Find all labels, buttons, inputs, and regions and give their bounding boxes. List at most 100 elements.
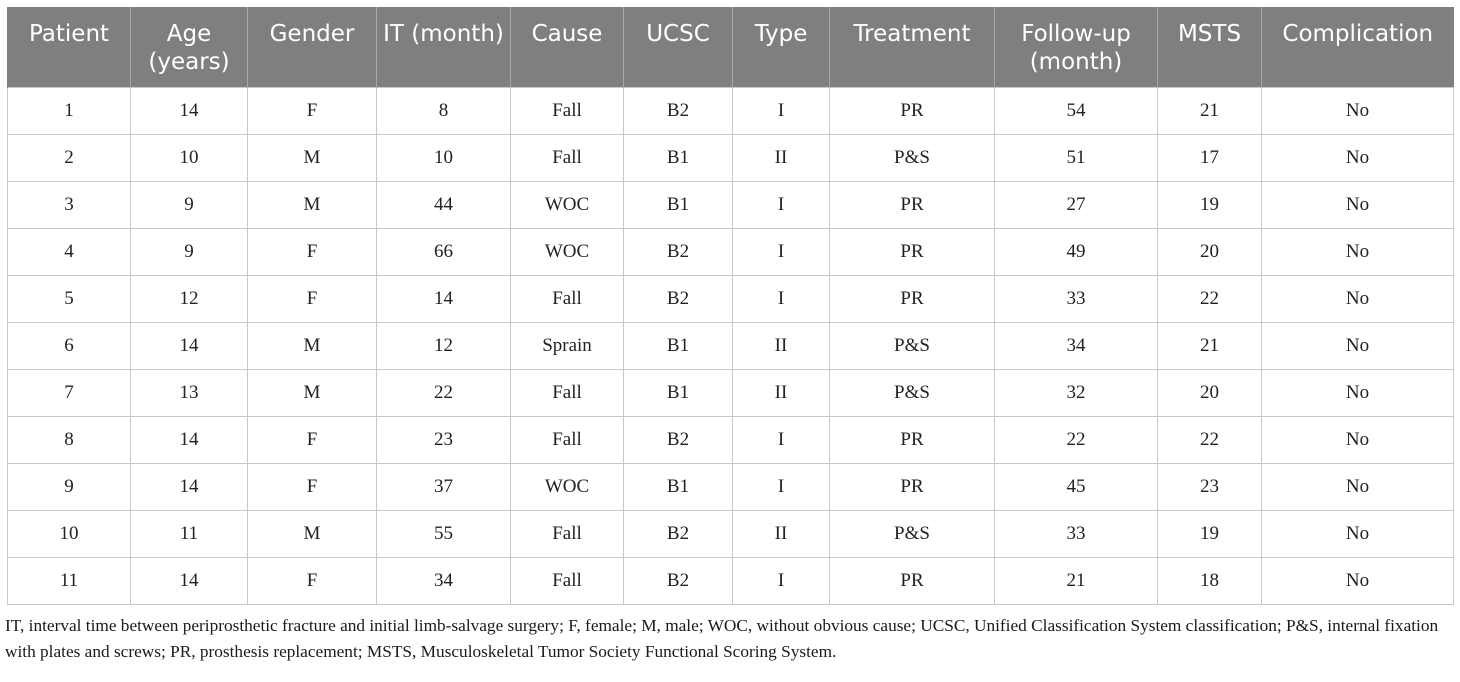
cell-it: 55 <box>376 509 511 558</box>
cell-age: 9 <box>130 180 248 229</box>
cell-patient: 8 <box>7 415 131 464</box>
cell-treatment: P&S <box>829 509 995 558</box>
cell-it: 8 <box>376 86 511 135</box>
cell-patient: 3 <box>7 180 131 229</box>
cell-follow-up: 51 <box>994 133 1158 182</box>
table-row: 2 10 M 10 Fall B1 II P&S 51 17 No <box>7 133 1454 182</box>
cell-age: 9 <box>130 227 248 276</box>
patient-data-table: Patient Age (years) Gender IT (month) Ca… <box>7 7 1454 605</box>
cell-treatment: P&S <box>829 368 995 417</box>
table-row: 4 9 F 66 WOC B2 I PR 49 20 No <box>7 227 1454 276</box>
cell-follow-up: 49 <box>994 227 1158 276</box>
cell-msts: 22 <box>1157 274 1262 323</box>
cell-ucsc: B2 <box>623 415 733 464</box>
cell-follow-up: 32 <box>994 368 1158 417</box>
cell-type: II <box>732 133 830 182</box>
cell-cause: Fall <box>510 415 624 464</box>
cell-complication: No <box>1261 415 1454 464</box>
table-row: 8 14 F 23 Fall B2 I PR 22 22 No <box>7 415 1454 464</box>
cell-ucsc: B2 <box>623 509 733 558</box>
cell-it: 37 <box>376 462 511 511</box>
cell-patient: 2 <box>7 133 131 182</box>
cell-follow-up: 45 <box>994 462 1158 511</box>
cell-patient: 10 <box>7 509 131 558</box>
cell-type: II <box>732 509 830 558</box>
cell-ucsc: B1 <box>623 321 733 370</box>
cell-complication: No <box>1261 180 1454 229</box>
cell-msts: 21 <box>1157 321 1262 370</box>
cell-cause: Fall <box>510 556 624 605</box>
cell-type: I <box>732 415 830 464</box>
cell-type: I <box>732 180 830 229</box>
cell-patient: 7 <box>7 368 131 417</box>
cell-cause: Sprain <box>510 321 624 370</box>
cell-msts: 22 <box>1157 415 1262 464</box>
cell-type: I <box>732 86 830 135</box>
cell-ucsc: B1 <box>623 462 733 511</box>
header-it: IT (month) <box>376 7 511 87</box>
header-ucsc: UCSC <box>623 7 733 87</box>
cell-msts: 19 <box>1157 509 1262 558</box>
cell-gender: F <box>247 415 377 464</box>
cell-it: 10 <box>376 133 511 182</box>
cell-msts: 17 <box>1157 133 1262 182</box>
cell-it: 44 <box>376 180 511 229</box>
table-row: 10 11 M 55 Fall B2 II P&S 33 19 No <box>7 509 1454 558</box>
header-msts: MSTS <box>1157 7 1262 87</box>
cell-it: 66 <box>376 227 511 276</box>
cell-complication: No <box>1261 321 1454 370</box>
cell-treatment: PR <box>829 227 995 276</box>
header-type: Type <box>732 7 830 87</box>
cell-age: 13 <box>130 368 248 417</box>
cell-follow-up: 54 <box>994 86 1158 135</box>
header-follow-up: Follow-up (month) <box>994 7 1158 87</box>
cell-complication: No <box>1261 86 1454 135</box>
cell-complication: No <box>1261 462 1454 511</box>
cell-msts: 23 <box>1157 462 1262 511</box>
cell-ucsc: B2 <box>623 556 733 605</box>
cell-cause: Fall <box>510 509 624 558</box>
cell-type: I <box>732 227 830 276</box>
cell-cause: WOC <box>510 462 624 511</box>
cell-treatment: PR <box>829 556 995 605</box>
cell-it: 23 <box>376 415 511 464</box>
cell-it: 12 <box>376 321 511 370</box>
cell-treatment: PR <box>829 415 995 464</box>
cell-age: 14 <box>130 86 248 135</box>
header-complication: Complication <box>1261 7 1454 87</box>
cell-gender: F <box>247 274 377 323</box>
cell-follow-up: 33 <box>994 509 1158 558</box>
cell-patient: 4 <box>7 227 131 276</box>
cell-follow-up: 34 <box>994 321 1158 370</box>
cell-gender: M <box>247 133 377 182</box>
cell-complication: No <box>1261 368 1454 417</box>
cell-ucsc: B1 <box>623 368 733 417</box>
header-age: Age (years) <box>130 7 248 87</box>
cell-treatment: PR <box>829 180 995 229</box>
cell-ucsc: B2 <box>623 274 733 323</box>
cell-patient: 9 <box>7 462 131 511</box>
cell-it: 34 <box>376 556 511 605</box>
table-row: 3 9 M 44 WOC B1 I PR 27 19 No <box>7 180 1454 229</box>
cell-cause: WOC <box>510 180 624 229</box>
cell-ucsc: B1 <box>623 180 733 229</box>
cell-gender: M <box>247 180 377 229</box>
cell-treatment: PR <box>829 274 995 323</box>
table-row: 9 14 F 37 WOC B1 I PR 45 23 No <box>7 462 1454 511</box>
cell-gender: F <box>247 556 377 605</box>
cell-type: II <box>732 368 830 417</box>
cell-cause: Fall <box>510 86 624 135</box>
cell-age: 14 <box>130 462 248 511</box>
cell-treatment: PR <box>829 86 995 135</box>
cell-ucsc: B2 <box>623 86 733 135</box>
cell-follow-up: 33 <box>994 274 1158 323</box>
table-row: 6 14 M 12 Sprain B1 II P&S 34 21 No <box>7 321 1454 370</box>
table-row: 7 13 M 22 Fall B1 II P&S 32 20 No <box>7 368 1454 417</box>
cell-cause: Fall <box>510 133 624 182</box>
header-patient: Patient <box>7 7 131 87</box>
cell-age: 14 <box>130 321 248 370</box>
cell-msts: 19 <box>1157 180 1262 229</box>
cell-complication: No <box>1261 274 1454 323</box>
cell-gender: F <box>247 227 377 276</box>
cell-gender: F <box>247 86 377 135</box>
